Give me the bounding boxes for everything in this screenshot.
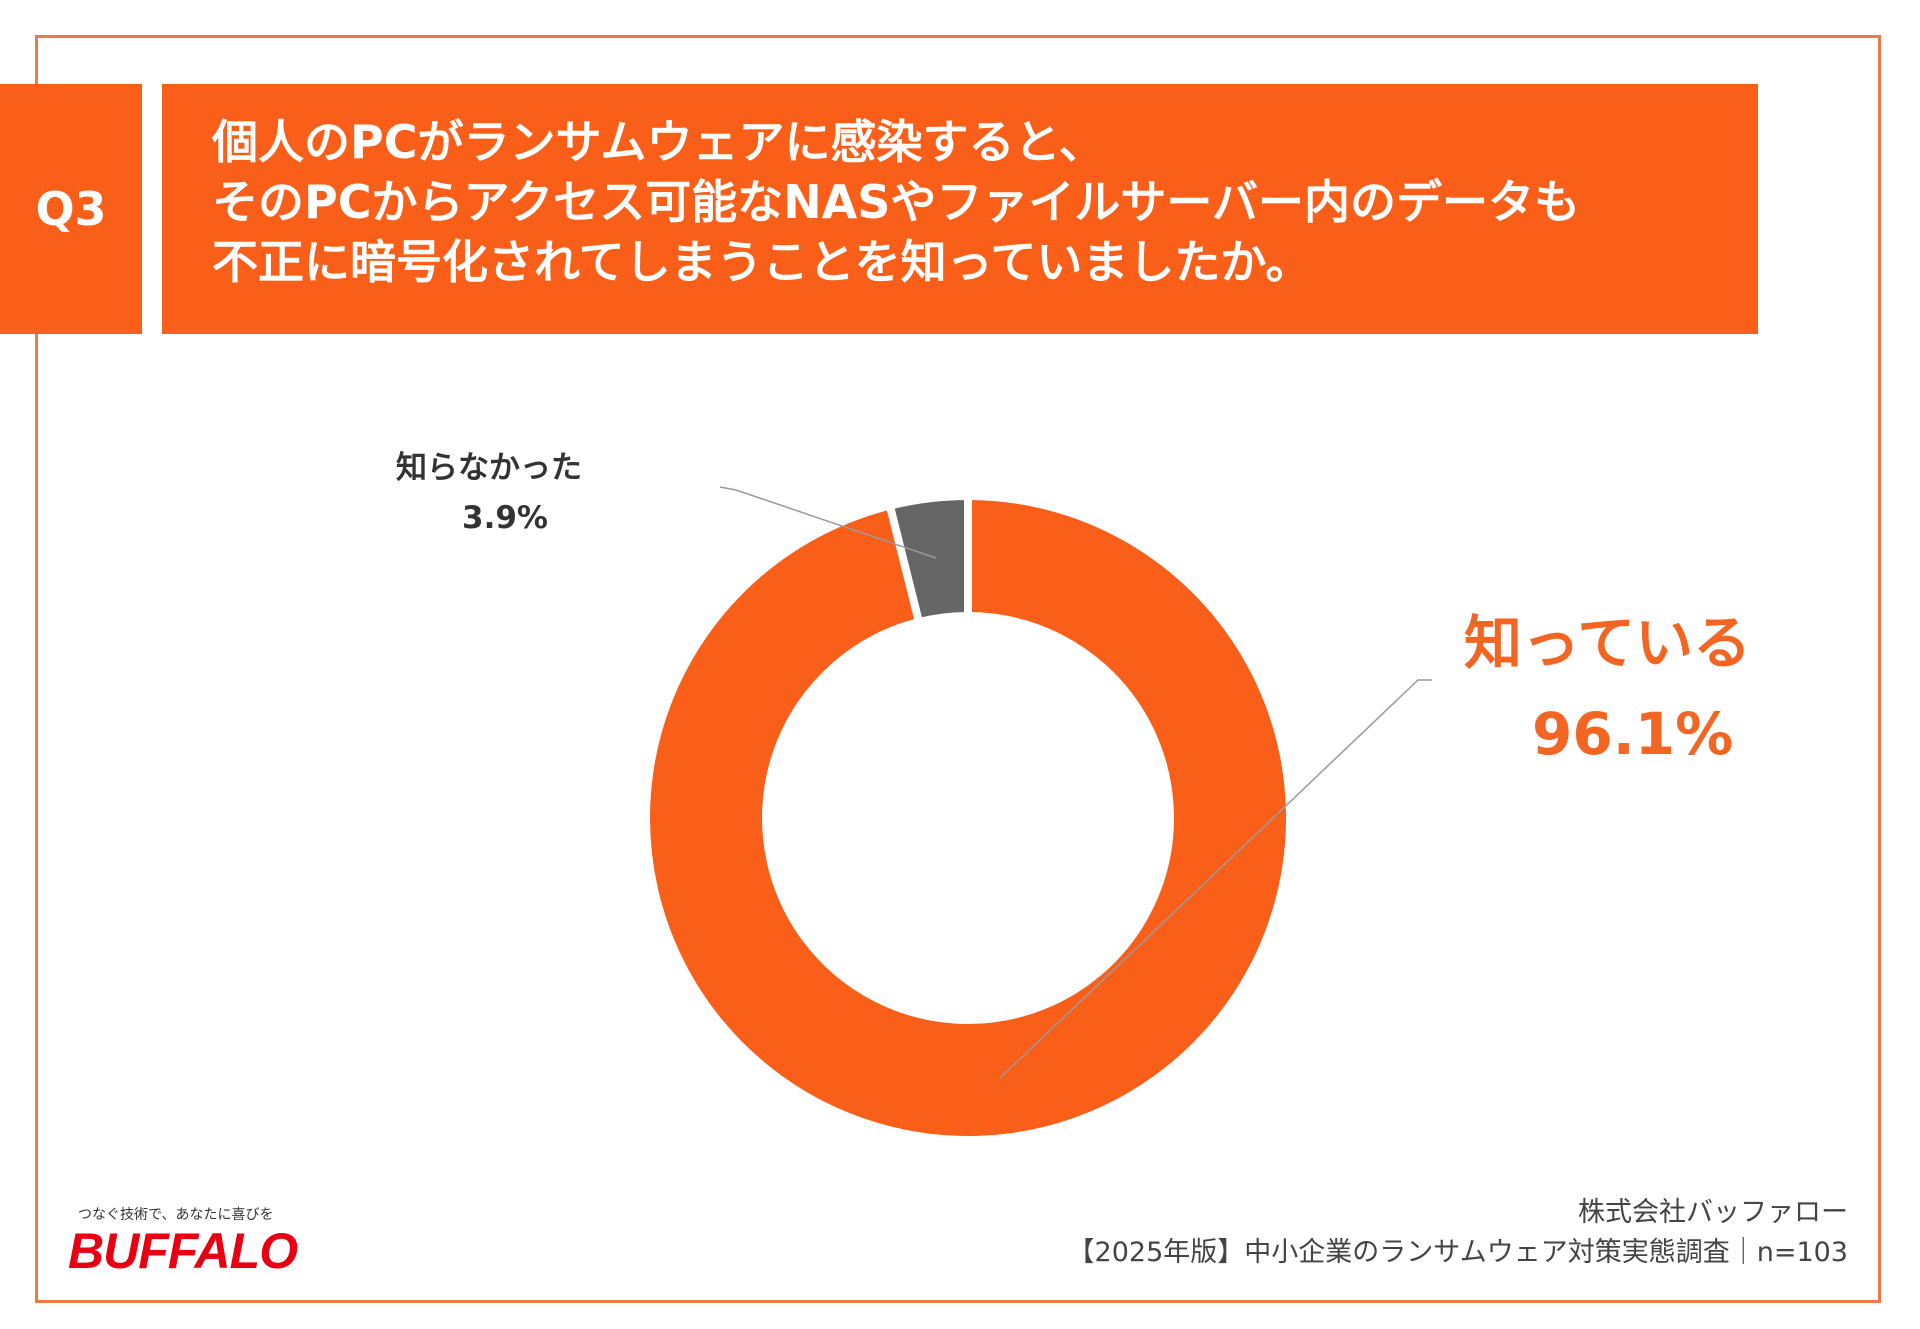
question-line-2: そのPCからアクセス可能なNASやファイルサーバー内のデータも: [212, 175, 1580, 229]
slice-label-knew: 知っている: [1464, 609, 1752, 677]
source-survey: 【2025年版】中小企業のランサムウェア対策実態調査｜n=103: [1067, 1237, 1848, 1268]
donut-slice-1: [885, 491, 972, 627]
leader-line-knew: [999, 679, 1432, 1079]
leader-line-didnt-know: [719, 486, 937, 559]
slide-frame: [35, 35, 1881, 1303]
brand-tagline: つなぐ技術で、あなたに喜びを: [78, 1207, 274, 1223]
source-company: 株式会社バッファロー: [1578, 1197, 1848, 1228]
slice-label-didnt-know: 知らなかった: [396, 450, 582, 486]
question-line-3: 不正に暗号化されてしまうことを知っていましたか。: [212, 235, 1312, 289]
slice-value-didnt-know: 3.9%: [462, 500, 548, 536]
question-box: 個人のPCがランサムウェアに感染すると、 そのPCからアクセス可能なNASやファ…: [162, 84, 1758, 334]
question-number-badge: Q3: [0, 84, 142, 334]
buffalo-logo: BUFFALO: [68, 1223, 298, 1279]
question-line-1: 個人のPCがランサムウェアに感染すると、: [212, 115, 1105, 169]
slice-value-knew: 96.1%: [1532, 700, 1734, 768]
donut-slice-0: [642, 491, 1294, 1144]
